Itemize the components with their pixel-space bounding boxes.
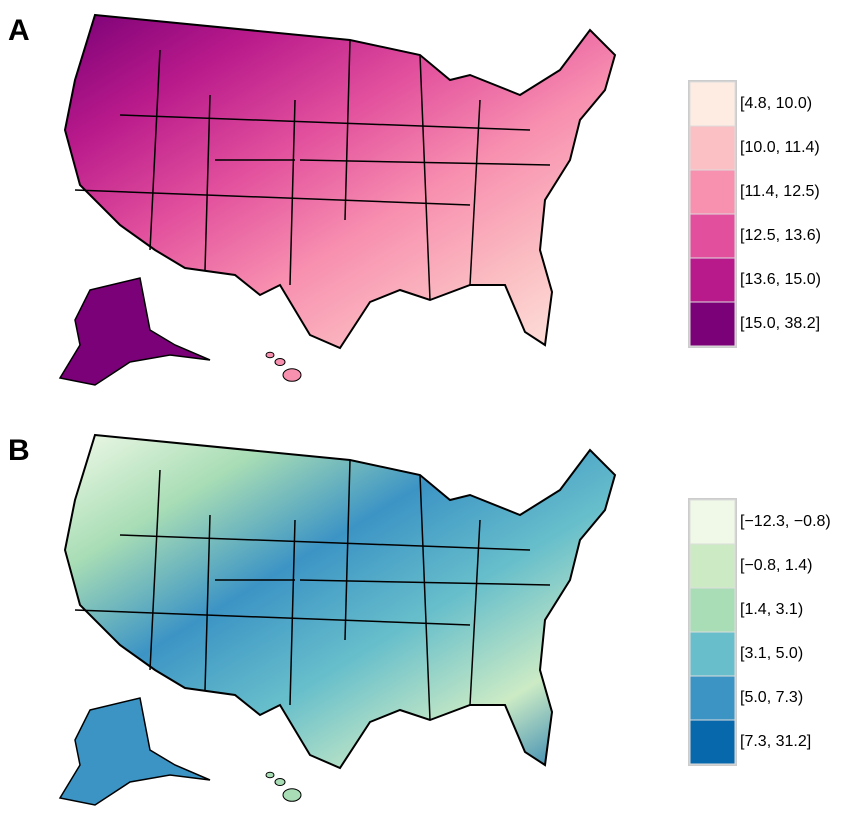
legend-swatch [690, 258, 735, 302]
legend-label: [5.0, 7.3) [740, 689, 803, 706]
legend-swatch [690, 544, 735, 588]
legend-swatch [690, 500, 735, 544]
legend-swatch [690, 588, 735, 632]
legend-label: [13.6, 15.0) [740, 271, 821, 288]
legend-swatch [690, 170, 735, 214]
alaska [60, 278, 210, 385]
hawaii-island [283, 789, 301, 802]
legend-label: [1.4, 3.1) [740, 601, 803, 618]
legend-swatch [690, 676, 735, 720]
legend-label: [3.1, 5.0) [740, 645, 803, 662]
panel-label: A [8, 14, 30, 47]
legend-swatch [690, 720, 735, 764]
legend-swatch [690, 126, 735, 170]
legend-swatch [690, 632, 735, 676]
map [60, 435, 615, 805]
legend-label: [12.5, 13.6) [740, 227, 821, 244]
legend-label: [15.0, 38.2] [740, 315, 820, 332]
legend-label: [11.4, 12.5) [740, 183, 820, 200]
contiguous-us [65, 435, 615, 768]
hawaii-island [275, 359, 285, 366]
panel-label: B [8, 434, 30, 467]
alaska [60, 698, 210, 805]
legend-swatch [690, 302, 735, 346]
legend-label: [7.3, 31.2] [740, 733, 811, 750]
hawaii-island [275, 779, 285, 786]
hawaii-island [266, 352, 274, 358]
legend-swatch [690, 214, 735, 258]
figure: A [4.8, 10.0) [10.0, 11.4) [11.4, 12.5) [12.… [0, 0, 844, 819]
legend-label: [−12.3, −0.8) [740, 513, 831, 530]
map [60, 15, 615, 385]
legend-swatch [690, 82, 735, 126]
hawaii-island [266, 772, 274, 778]
legend-label: [−0.8, 1.4) [740, 557, 813, 574]
legend-label: [4.8, 10.0) [740, 95, 812, 112]
hawaii-island [283, 369, 301, 382]
legend-label: [10.0, 11.4) [740, 139, 820, 156]
contiguous-us [65, 15, 615, 348]
